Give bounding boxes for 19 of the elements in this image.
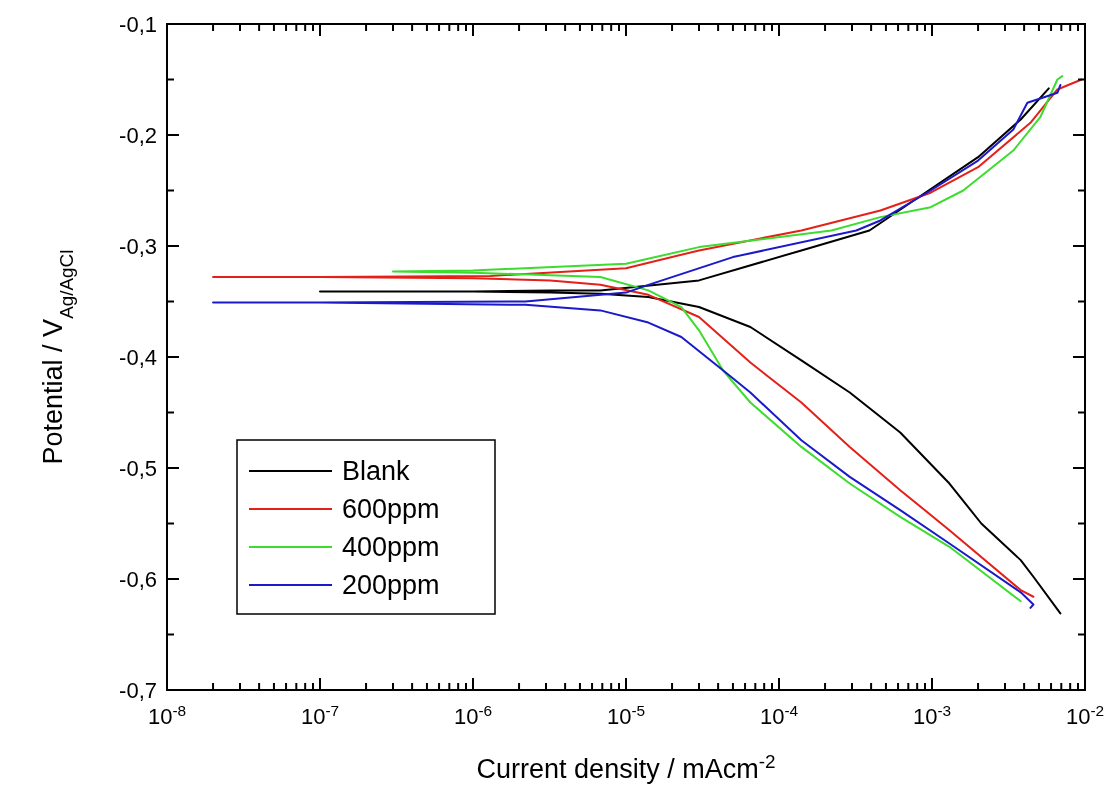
x-tick-label: 10$^{-4}$ <box>759 701 799 729</box>
y-tick-label: -0,4 <box>119 344 157 370</box>
y-tick-label: -0,6 <box>119 566 157 592</box>
y-tick-label: -0,5 <box>119 455 157 481</box>
x-tick-label: 10$^{-8}$ <box>147 701 187 729</box>
y-tick-label: -0,1 <box>119 11 157 37</box>
x-tick-label: 10$^{-6}$ <box>453 701 493 729</box>
x-tick-label: 10$^{-5}$ <box>606 701 646 729</box>
y-tick-label: -0,2 <box>119 122 157 148</box>
y-tick-label: -0,7 <box>119 677 157 703</box>
x-axis-title: Current density / mAcm$^{-2}$ <box>476 750 776 784</box>
legend-label: 600ppm <box>342 494 440 525</box>
x-tick-label: 10$^{-3}$ <box>912 701 952 729</box>
x-tick-label: 10$^{-7}$ <box>300 701 340 729</box>
legend-label: Blank <box>342 456 411 487</box>
y-tick-label: -0,3 <box>119 233 157 259</box>
x-tick-label: 10$^{-2}$ <box>1065 701 1105 729</box>
legend-label: 400ppm <box>342 532 440 563</box>
legend-label: 200ppm <box>342 570 440 601</box>
